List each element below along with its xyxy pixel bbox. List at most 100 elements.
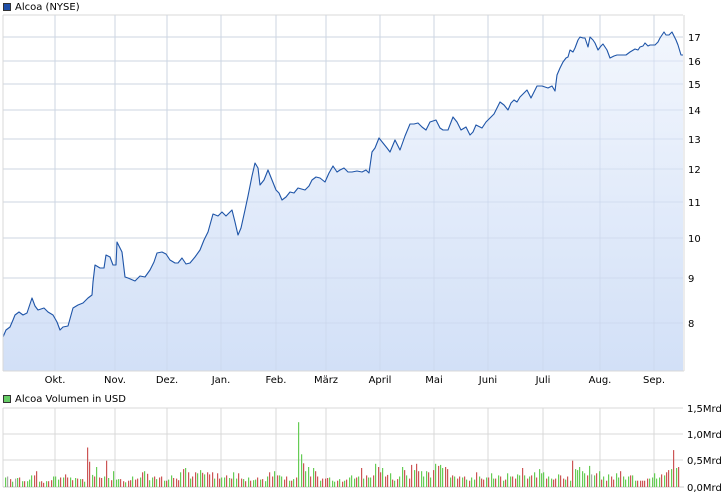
volume-bar bbox=[644, 480, 646, 487]
volume-bar bbox=[77, 478, 79, 487]
volume-bar bbox=[272, 476, 274, 487]
x-tick-label: März bbox=[314, 375, 338, 386]
volume-bar bbox=[370, 477, 372, 487]
volume-bar bbox=[512, 476, 514, 487]
volume-bar bbox=[305, 471, 307, 487]
volume-bar bbox=[231, 478, 233, 487]
y-tick-label: 13 bbox=[688, 135, 701, 146]
volume-bar bbox=[510, 476, 512, 487]
volume-bar bbox=[334, 481, 336, 487]
volume-bar bbox=[678, 467, 680, 487]
volume-bar bbox=[63, 477, 65, 487]
volume-bar bbox=[563, 478, 565, 487]
volume-bar bbox=[152, 477, 154, 487]
volume-bar bbox=[505, 479, 507, 487]
volume-bar bbox=[339, 479, 341, 487]
volume-bar bbox=[447, 469, 449, 487]
volume-bar bbox=[642, 480, 644, 487]
volume-bar bbox=[94, 476, 96, 487]
volume-bar bbox=[128, 480, 130, 487]
volume-bar bbox=[72, 480, 74, 487]
volume-bar bbox=[236, 478, 238, 487]
volume-bar bbox=[625, 479, 627, 487]
y-tick-label: 8 bbox=[688, 319, 694, 330]
volume-bar bbox=[440, 464, 442, 487]
volume-bar bbox=[322, 478, 324, 487]
volume-bar bbox=[75, 478, 77, 487]
volume-bar bbox=[132, 476, 134, 487]
volume-y-tick-label: 0,0Mrd bbox=[687, 483, 722, 494]
y-tick-label: 14 bbox=[688, 106, 701, 117]
volume-bar bbox=[539, 469, 541, 487]
volume-bar bbox=[183, 469, 185, 487]
price-frame bbox=[2, 15, 685, 372]
y-tick-label: 16 bbox=[688, 57, 701, 68]
volume-bar bbox=[483, 479, 485, 487]
volume-bar bbox=[65, 474, 67, 487]
volume-bar bbox=[243, 479, 245, 487]
volume-bar bbox=[197, 473, 199, 487]
x-tick-label: Mai bbox=[425, 375, 443, 386]
volume-bar bbox=[116, 479, 118, 487]
volume-bar bbox=[589, 465, 591, 487]
volume-bar bbox=[267, 476, 269, 487]
volume-bar bbox=[385, 476, 387, 487]
volume-bar bbox=[123, 481, 125, 487]
volume-bar bbox=[361, 468, 363, 487]
volume-bar bbox=[58, 479, 60, 487]
volume-bar bbox=[481, 478, 483, 487]
volume-bar bbox=[457, 478, 459, 487]
volume-bar bbox=[498, 475, 500, 487]
volume-bar bbox=[474, 479, 476, 487]
volume-bar bbox=[466, 479, 468, 487]
volume-bar bbox=[55, 476, 57, 487]
volume-bar bbox=[428, 472, 430, 487]
volume-bar bbox=[616, 473, 618, 487]
volume-bar bbox=[87, 447, 89, 487]
volume-bar bbox=[293, 479, 295, 487]
volume-bar bbox=[39, 481, 41, 487]
volume-bar bbox=[567, 476, 569, 487]
volume-bar bbox=[108, 478, 110, 487]
volume-bar bbox=[173, 478, 175, 487]
volume-bar bbox=[635, 480, 637, 487]
volume-bar bbox=[262, 479, 264, 487]
volume-bar bbox=[70, 477, 72, 487]
volume-bar bbox=[479, 476, 481, 487]
volume-bar bbox=[291, 480, 293, 487]
volume-bar bbox=[219, 478, 221, 487]
volume-bar bbox=[274, 471, 276, 487]
volume-bar bbox=[286, 476, 288, 487]
volume-bar bbox=[320, 480, 322, 487]
volume-bar bbox=[166, 480, 168, 487]
price-legend-swatch bbox=[3, 3, 11, 11]
x-tick-label: Nov. bbox=[104, 375, 126, 386]
volume-bar bbox=[356, 477, 358, 487]
y-tick-label: 9 bbox=[688, 274, 694, 285]
volume-bar bbox=[378, 467, 380, 487]
volume-bar bbox=[601, 479, 603, 487]
volume-bar bbox=[404, 470, 406, 487]
volume-bar bbox=[250, 480, 252, 487]
volume-bar bbox=[192, 476, 194, 487]
volume-bar bbox=[433, 470, 435, 487]
volume-bar bbox=[551, 478, 553, 487]
volume-bar bbox=[349, 477, 351, 487]
x-tick-label: Sep. bbox=[643, 375, 665, 386]
volume-bar bbox=[164, 480, 166, 487]
volume-bar bbox=[397, 479, 399, 487]
volume-bar bbox=[613, 479, 615, 487]
price-line[interactable] bbox=[2, 31, 683, 338]
volume-bar bbox=[399, 476, 401, 487]
volume-bar bbox=[156, 479, 158, 487]
volume-bar bbox=[24, 481, 26, 487]
volume-bar bbox=[411, 464, 413, 487]
volume-bar bbox=[611, 476, 613, 487]
volume-bar bbox=[673, 450, 675, 487]
volume-bar bbox=[106, 460, 108, 487]
volume-bar bbox=[140, 477, 142, 487]
volume-bar bbox=[464, 476, 466, 487]
volume-bar bbox=[281, 476, 283, 487]
volume-bar bbox=[558, 474, 560, 487]
volume-bar bbox=[43, 482, 45, 487]
